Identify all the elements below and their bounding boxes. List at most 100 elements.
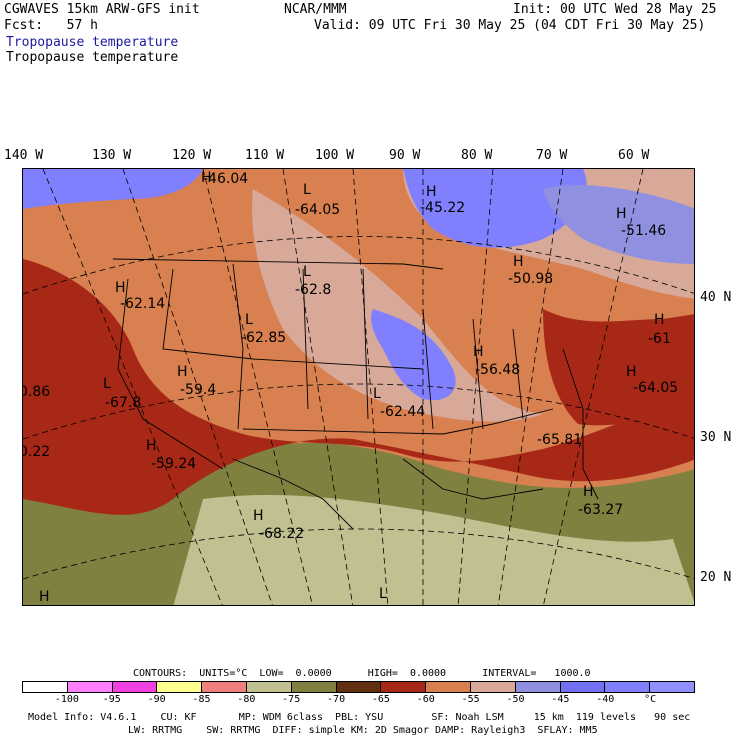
- lat-label: 30 N: [700, 430, 732, 445]
- high-label: H: [473, 344, 484, 360]
- colorbar-tick-label: -50: [506, 694, 525, 705]
- physics-info: LW: RRTMG SW: RRTMG DIFF: simple KM: 2D …: [128, 725, 598, 736]
- low-value-label: -62.85: [241, 330, 287, 346]
- colorbar-tick-label: -80: [237, 694, 256, 705]
- north-warm-field: [403, 169, 587, 248]
- valid-time: Valid: 09 UTC Fri 30 May 25 (04 CDT Fri …: [314, 18, 706, 33]
- colorbar-tick-label: -45: [551, 694, 570, 705]
- high-value-label: -63.27: [578, 502, 624, 518]
- low-label: L: [303, 264, 311, 280]
- low-label: L: [303, 182, 311, 198]
- colorbar-tick-label: °C: [644, 694, 657, 705]
- low-label: L: [245, 312, 253, 328]
- colorbar-swatch: [426, 682, 471, 692]
- lon-label: 70 W: [536, 148, 568, 163]
- model-info: Model Info: V4.6.1 CU: KF MP: WDM 6class…: [28, 712, 691, 723]
- high-value-label: -45.22: [420, 200, 466, 216]
- contours-info: CONTOURS: UNITS=°C LOW= 0.0000 HIGH= 0.0…: [133, 668, 591, 679]
- colorbar-swatch: [202, 682, 247, 692]
- high-label: H: [583, 484, 594, 500]
- colorbar-swatch: [515, 682, 561, 692]
- high-value-label: -59.24: [151, 456, 197, 472]
- low-label: L: [379, 586, 387, 602]
- colorbar-swatch: [470, 682, 516, 692]
- northeast-warm-field: [543, 185, 694, 264]
- colorbar-swatch: [157, 682, 203, 692]
- low-label: L: [103, 376, 111, 392]
- high-value-label: -68.22: [259, 526, 305, 542]
- edge-value-label: 0.22: [22, 444, 51, 460]
- high-value-label: -64.05: [633, 380, 679, 396]
- high-label: H: [426, 184, 437, 200]
- tropical-cold-field: [173, 495, 694, 605]
- low-label: L: [373, 386, 381, 402]
- high-value-label: -50.98: [508, 271, 554, 287]
- forecast-hour: Fcst: 57 h: [4, 18, 98, 33]
- colorbar-swatch: [605, 682, 651, 692]
- colorbar-tick-label: -70: [327, 694, 346, 705]
- org-label: NCAR/MMM: [284, 2, 347, 17]
- northwest-warm-field: [23, 169, 203, 209]
- high-label: H: [253, 508, 264, 524]
- colorbar-tick-label: -65: [371, 694, 390, 705]
- colorbar-swatch: [381, 682, 427, 692]
- colorbar-tick-label: -60: [416, 694, 435, 705]
- cold-band: [23, 259, 694, 515]
- colorbar-swatch: [650, 682, 694, 692]
- colorbar-tick-label: -90: [147, 694, 166, 705]
- colorbar-tick-label: -95: [102, 694, 121, 705]
- pacific-green-field: [23, 499, 153, 605]
- lon-label: 100 W: [315, 148, 355, 163]
- high-label: H: [513, 254, 524, 270]
- lon-label: 120 W: [172, 148, 212, 163]
- field-title: Tropopause temperature: [6, 35, 179, 50]
- high-label: H: [146, 438, 157, 454]
- colorbar-swatch: [67, 682, 113, 692]
- colorbar-swatch: [336, 682, 382, 692]
- high-value-label: -56.48: [475, 362, 521, 378]
- east-coast-cold-band: [543, 309, 694, 426]
- low-value-label: -62.44: [380, 404, 426, 420]
- lat-label: 20 N: [700, 570, 732, 585]
- lon-label: 60 W: [618, 148, 650, 163]
- lon-label: 130 W: [92, 148, 132, 163]
- political-borders: [112, 258, 599, 530]
- colorbar: [22, 681, 695, 693]
- colorbar-tick-label: -100: [54, 694, 79, 705]
- model-title: CGWAVES 15km ARW-GFS init: [4, 2, 200, 17]
- high-label: H: [115, 280, 126, 296]
- map-canvas: [23, 169, 694, 605]
- init-time: Init: 00 UTC Wed 28 May 25: [513, 2, 717, 17]
- high-label: H: [616, 206, 627, 222]
- high-label: H: [39, 589, 50, 605]
- high-value-label: -46.04: [203, 171, 249, 187]
- lon-label: 110 W: [245, 148, 285, 163]
- high-value-label: -51.46: [621, 223, 667, 239]
- colorbar-tick-label: -55: [461, 694, 480, 705]
- edge-value-label: 0.86: [22, 384, 51, 400]
- low-value-label: -62.8: [295, 282, 332, 298]
- lon-label: 80 W: [461, 148, 493, 163]
- colorbar-swatch: [560, 682, 606, 692]
- great-lakes-warm-field: [371, 309, 456, 401]
- high-label: H: [626, 364, 637, 380]
- colorbar-tick-label: -40: [596, 694, 615, 705]
- lon-label: 140 W: [4, 148, 44, 163]
- high-label: H: [201, 170, 212, 186]
- lat-label: 40 N: [700, 290, 732, 305]
- high-value-label: -62.14: [120, 296, 166, 312]
- field-subtitle: Tropopause temperature: [6, 50, 179, 65]
- high-value-label: -61: [648, 331, 671, 347]
- latlon-grid: [23, 169, 694, 605]
- colorbar-swatch: [23, 682, 68, 692]
- high-label: H: [654, 312, 665, 328]
- lon-label: 90 W: [389, 148, 421, 163]
- high-value-label: -59.4: [180, 382, 217, 398]
- low-value-label: -65.81: [537, 432, 583, 448]
- colorbar-tick-label: -75: [282, 694, 301, 705]
- high-label: H: [177, 364, 188, 380]
- tropopause-temperature-map[interactable]: H -46.04 L -64.05 H -45.22 H -51.46 L -6…: [22, 168, 695, 606]
- colorbar-swatch: [246, 682, 292, 692]
- colorbar-swatch: [291, 682, 337, 692]
- colorbar-swatch: [112, 682, 158, 692]
